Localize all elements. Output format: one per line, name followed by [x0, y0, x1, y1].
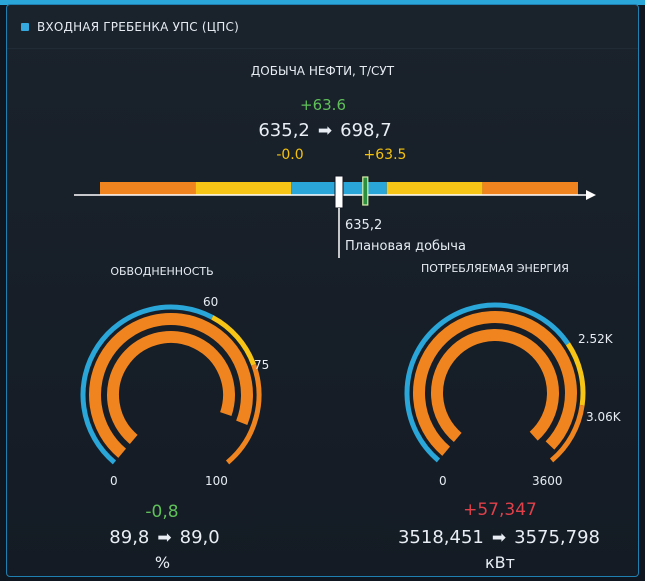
energy-unit: кВт: [485, 553, 515, 572]
oil-bar-segment-2: [195, 182, 292, 195]
energy-tick-max: 3600: [532, 474, 563, 488]
watercut-value-to-arc: [107, 331, 235, 445]
top-accent-strip: [0, 0, 645, 5]
energy-tick-min: 0: [439, 474, 447, 488]
watercut-gauge: [80, 304, 262, 465]
oil-plan-label: Плановая добыча: [345, 239, 466, 254]
oil-bar-segment-5: [482, 182, 578, 195]
energy-scale-alarm: [549, 404, 585, 463]
oil-to-value: 698,7: [340, 120, 392, 141]
watercut-unit: %: [154, 553, 171, 572]
watercut-tick-60: 60: [203, 295, 219, 309]
energy-value-to-arc: [431, 329, 559, 443]
watercut-tick-min: 0: [110, 474, 118, 488]
panel-title: ВХОДНАЯ ГРЕБЕНКА УПС (ЦПС): [37, 19, 239, 34]
oil-plan-value: 635,2: [345, 218, 383, 233]
arrow-right-icon: ➡: [317, 120, 333, 141]
oil-bar-segment-4: [386, 182, 483, 195]
oil-from-value: 635,2: [258, 120, 310, 141]
energy-transition: 3518,451 ➡ 3575,798: [388, 527, 610, 548]
watercut-scale-alarm: [225, 364, 262, 465]
energy-scale-warning: [565, 342, 586, 406]
oil-title: ДОБЫЧА НЕФТИ, Т/СУТ: [250, 64, 395, 78]
watercut-to-value: 89,0: [179, 527, 220, 548]
oil-transition: 635,2 ➡ 698,7: [240, 120, 410, 141]
watercut-value-from-arc: [89, 313, 253, 458]
dashboard-panel: ВХОДНАЯ ГРЕБЕНКА УПС (ЦПС): [6, 4, 639, 577]
arrow-right-icon: ➡: [491, 527, 507, 548]
energy-gauge: [404, 302, 586, 463]
energy-to-value: 3575,798: [514, 527, 601, 548]
watercut-title: ОБВОДНЕННОСТЬ: [110, 265, 214, 278]
oil-plan-marker: [334, 175, 344, 209]
energy-scale-normal: [404, 302, 571, 463]
energy-tick-alarm: 3.06K: [586, 410, 621, 424]
watercut-scale-warning: [211, 315, 257, 366]
energy-title: ПОТРЕБЛЯЕМАЯ ЭНЕРГИЯ: [421, 262, 569, 275]
arrow-right-icon: ➡: [157, 527, 172, 548]
oil-delta-right: +63.5: [363, 147, 407, 163]
watercut-scale-normal: [80, 304, 214, 465]
watercut-tick-max: 100: [205, 474, 228, 488]
oil-delta-left: -0.0: [276, 147, 304, 163]
watercut-transition: 89,8 ➡ 89,0: [82, 527, 247, 548]
energy-delta: +57,347: [463, 500, 537, 520]
energy-tick-warn: 2.52K: [578, 332, 613, 346]
watercut-tick-75: 75: [254, 358, 270, 372]
energy-from-value: 3518,451: [397, 527, 484, 548]
oil-delta: +63.6: [300, 96, 346, 114]
energy-value-from-arc: [413, 311, 577, 456]
watercut-delta: -0,8: [145, 502, 179, 522]
watercut-from-value: 89,8: [109, 527, 150, 548]
panel-header: ВХОДНАЯ ГРЕБЕНКА УПС (ЦПС): [7, 5, 638, 49]
oil-current-marker: [362, 176, 369, 206]
oil-axis-arrow-icon: [586, 190, 596, 200]
header-marker-icon: [21, 22, 29, 31]
oil-bar-segment-1: [100, 182, 196, 195]
oil-scale-bar: [74, 175, 596, 258]
